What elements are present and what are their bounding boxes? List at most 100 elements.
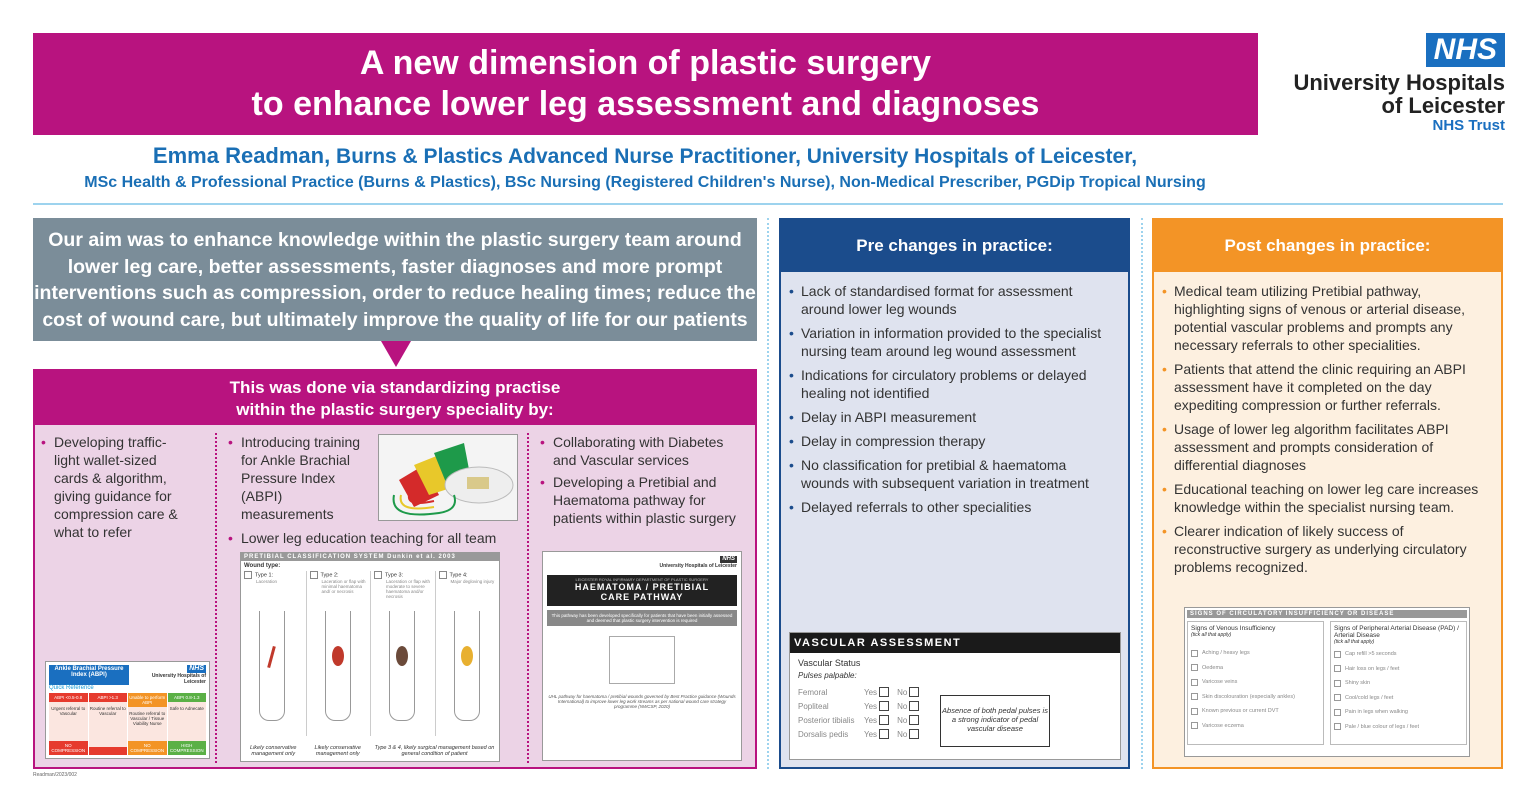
list-item: Educational teaching on lower leg care i… [1162,480,1489,516]
wound-mark [460,646,473,666]
aim-statement: Our aim was to enhance knowledge within … [33,218,757,341]
card-column-body: Urgent referral to Vascular [51,706,86,716]
methods-heading-2: within the plastic surgery speciality by… [236,400,554,419]
divider [33,203,1503,205]
checkbox [1334,679,1341,687]
card-column-foot [88,747,127,755]
methods-col-1: Developing traffic-light wallet-sized ca… [41,433,191,545]
yes-label: Yes [864,729,878,739]
abpi-quick-reference-card: Ankle Brachial Pressure Index (ABPI) NHS… [45,661,210,759]
card-column: ABPI 0.8-1.3 Safe to Adnecate HIGH COMPRES… [167,693,206,755]
author-line: Emma Readman, Burns & Plastics Advanced … [0,143,1290,169]
vascular-title: VASCULAR ASSESSMENT [790,633,1120,653]
list-item: No classification for pretibial & haemat… [789,456,1116,492]
title-line-2: to enhance lower leg assessment and diag… [251,85,1040,123]
card-subtitle: Quick Reference [49,685,94,691]
card-column-foot: NO COMPRESSION [128,741,167,755]
yes-label: Yes [864,701,878,711]
list-item: Medical team utilizing Pretibial pathway… [1162,282,1489,354]
post-changes-panel: Post changes in practice: Medical team u… [1152,218,1503,769]
venous-column: Signs of Venous Insufficiency (tick all … [1187,621,1324,745]
list-item: Usage of lower leg algorithm facilitates… [1162,420,1489,474]
list-item: Introducing training for Ankle Brachial … [228,433,378,523]
checkbox [1334,708,1341,716]
pulse-row: Femoral Yes No [798,685,1112,699]
wound-mark [267,645,276,669]
pathway-title-2: CARE PATHWAY [600,592,684,602]
methods-section: This was done via standardizing practise… [33,369,757,769]
checkbox [1334,650,1341,658]
sign-item: Cap refill >5 seconds [1334,647,1463,662]
card-column-head: ABPI <0.5-0.8 [49,693,88,702]
arrow-stem [390,341,402,347]
card-column-head: ABPI >1.3 [88,693,127,702]
sign-item: Pale / blue colour of legs / feet [1334,720,1463,735]
divider [1141,218,1143,769]
no-label: No [897,687,908,697]
pulse-name: Popliteal [798,701,829,711]
pulse-row: Posterior tibialis Yes No [798,713,1112,727]
sign-item: Varicose veins [1191,675,1320,690]
nhs-mark: NHS [720,556,737,563]
card-org: University Hospitals of Leicester [151,673,206,685]
checkbox [1334,694,1341,702]
wound-type-label: Type 3: [385,572,404,579]
pathway-dept: LEICESTER ROYAL INFIRMARY DEPARTMENT OF … [575,577,709,582]
card-title: Ankle Brachial Pressure Index (ABPI) [49,665,129,685]
pathway-footer: UHL pathway for haematoma / pretibial wo… [548,694,736,709]
wound-type: Type 3: Laceration or flap with moderate … [370,571,435,736]
note: Type 3 & 4, likely surgical management b… [374,745,495,757]
leg-illustration-icon [259,611,285,721]
nhs-mark: NHS [1425,33,1505,67]
sign-label: Known previous or current DVT [1202,708,1279,715]
pathway-desc: This pathway has been developed specific… [547,610,737,626]
no-checkbox [909,715,920,725]
circulatory-signs-form: SIGNS OF CIRCULATORY INSUFFICIENCY OR DI… [1184,607,1470,757]
no-checkbox [909,729,920,739]
checkbox [374,571,382,579]
wound-type-desc: Laceration or flap with minimal haematom… [321,579,366,594]
logo-org-1: University Hospitals [1293,70,1505,95]
sign-item: Varicose eczema [1191,719,1320,734]
checkbox [1191,649,1198,657]
list-item: Variation in information provided to the… [789,324,1116,360]
card-column: ABPI <0.5-0.8 Urgent referral to Vascular… [49,693,88,755]
yes-checkbox [879,687,890,697]
pulses-label: Pulses palpable: [798,671,857,680]
card-column-foot: HIGH COMPRESSION [167,741,206,755]
sign-item: Hair loss on legs / feet [1334,662,1463,677]
pre-changes-list: Lack of standardised format for assessme… [789,282,1116,516]
leg-illustration-icon [453,611,480,721]
sign-label: Hair loss on legs / feet [1345,665,1400,672]
sign-item: Known previous or current DVT [1191,704,1320,719]
checkbox [1334,665,1341,673]
list-item: Developing a Pretibial and Haematoma pat… [540,473,750,527]
sign-label: Pale / blue colour of legs / feet [1345,723,1419,730]
checkbox [244,571,252,579]
wound-type-label: Type 1: [255,572,274,579]
sign-label: Varicose veins [1202,679,1238,686]
card-grid: ABPI <0.5-0.8 Urgent referral to Vascular… [49,693,206,755]
yes-label: Yes [864,715,878,725]
sign-item: Pain in legs when walking [1334,705,1463,720]
checkbox [1191,664,1198,672]
title-line-1: A new dimension of plastic surgery [359,44,932,82]
wound-type-desc: Laceration [256,579,278,584]
sign-item: Shiny skin [1334,676,1463,691]
no-label: No [897,729,908,739]
pulse-name: Posterior tibialis [798,715,855,725]
methods-col-2b: Lower leg education teaching for all tea… [228,529,528,551]
no-checkbox [909,687,920,697]
wound-type: Type 4: Major degloving injury [434,571,500,736]
wound-type-name: Type 1: [244,571,303,579]
signs-title: SIGNS OF CIRCULATORY INSUFFICIENCY OR DI… [1187,610,1467,618]
doppler-device-icon [392,443,514,516]
wound-mark [396,646,408,666]
arterial-heading: Signs of Peripheral Arterial Disease (PA… [1334,625,1459,639]
card-column-body: Routine referral to Vascular [89,706,126,716]
checkbox [1191,693,1198,701]
nhs-logo: NHS University Hospitals of Leicester NH… [1285,33,1505,134]
wound-types: Type 1: Laceration Type 2: Laceration or fl… [241,571,499,736]
logo-trust: NHS Trust [1432,117,1505,134]
pre-changes-heading: Pre changes in practice: [781,220,1128,272]
